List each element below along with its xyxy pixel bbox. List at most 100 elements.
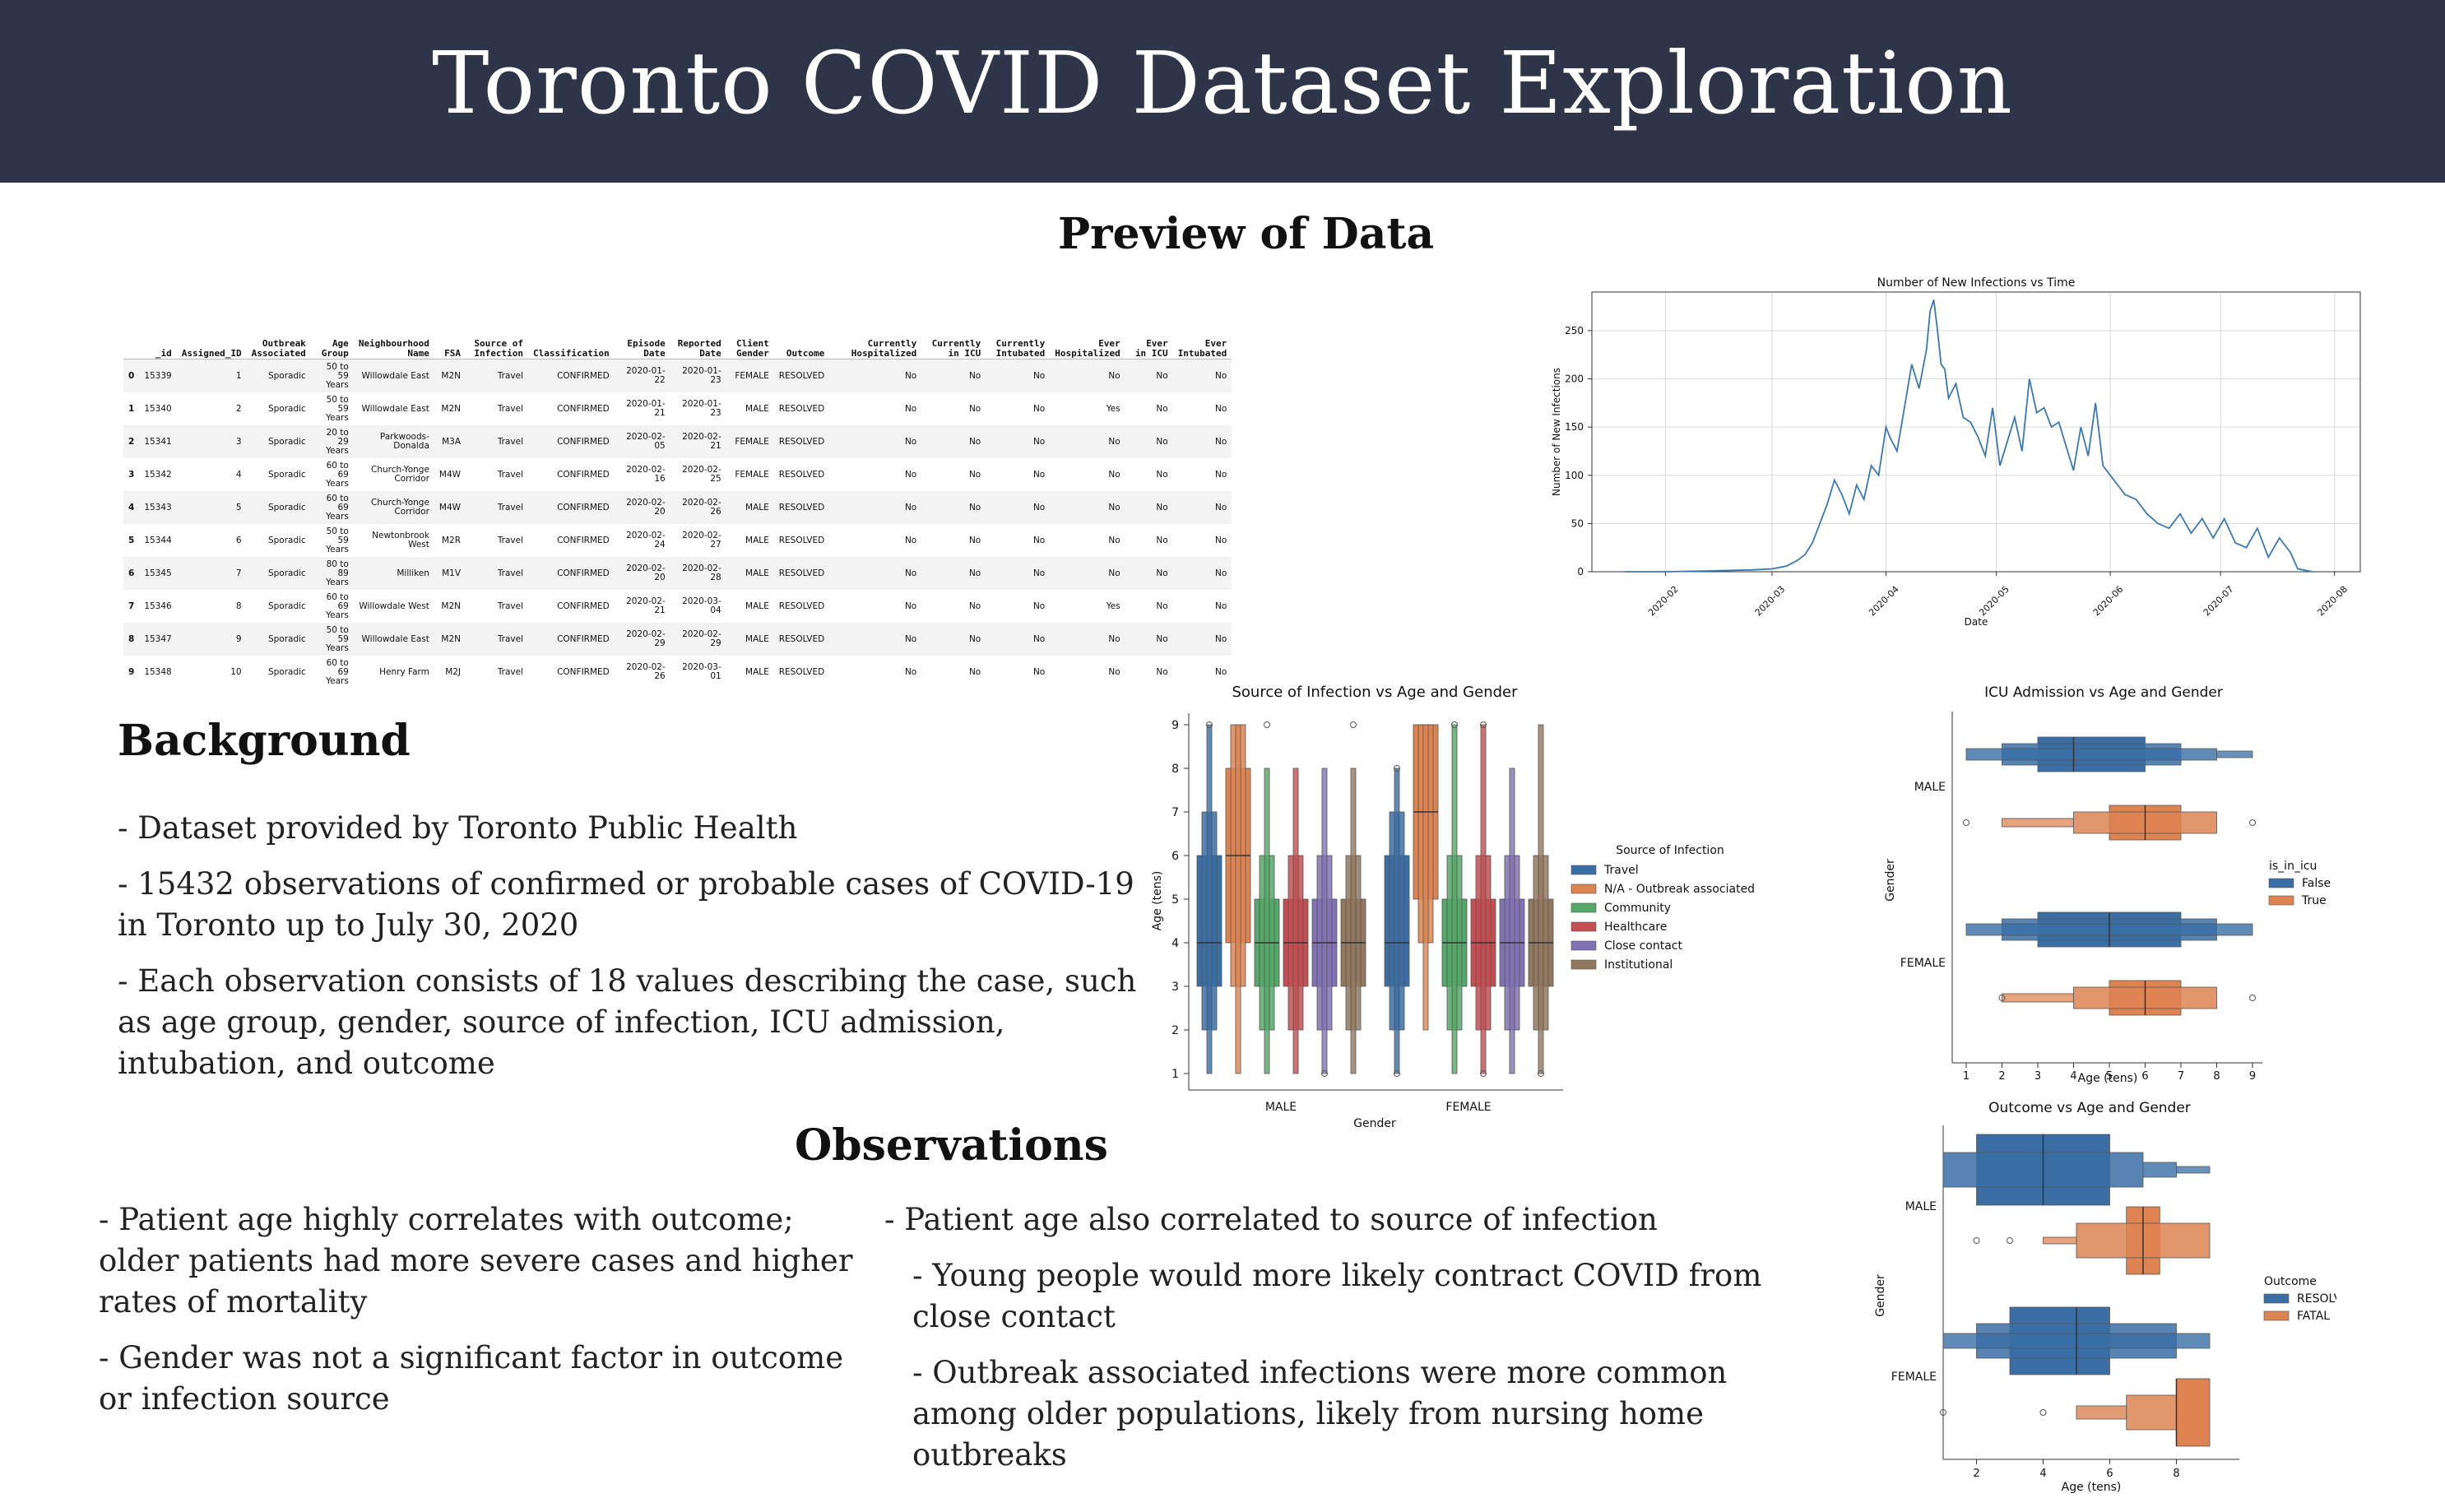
table-cell: RESOLVED xyxy=(778,535,825,545)
y-tick-label: 7 xyxy=(1171,806,1179,819)
table-body: 0 15339 1 Sporadic 50 to 59 Years Willowdale … xyxy=(123,359,1232,689)
table-cell: No xyxy=(904,403,917,414)
table-cell: No xyxy=(1108,502,1120,513)
table-cell: 60 to 69 Years xyxy=(326,591,349,620)
table-cell: M2N xyxy=(441,403,462,414)
boxen-false-female xyxy=(1965,911,2253,948)
table-cell: 15343 xyxy=(144,502,172,513)
table-row: 5 15344 6 Sporadic 50 to 59 Years Newtonbrook… xyxy=(123,524,1232,557)
table-cell: 3 xyxy=(128,469,135,480)
observation-item: - Gender was not a significant factor in… xyxy=(99,1340,844,1417)
column-header: Source of Infection xyxy=(466,303,529,359)
y-tick-label: MALE xyxy=(1905,1200,1937,1213)
chart-title: Outcome vs Age and Gender xyxy=(1988,1100,2191,1116)
table-cell: No xyxy=(1108,436,1120,447)
legend-label: N/A - Outbreak associated xyxy=(1604,883,1755,896)
table-cell: Sporadic xyxy=(267,535,306,545)
table-cell: CONFIRMED xyxy=(557,469,610,480)
table-cell: Sporadic xyxy=(267,469,306,480)
outlier-point xyxy=(1264,721,1270,728)
x-tick-label: 7 xyxy=(2178,1070,2184,1083)
table-cell: No xyxy=(968,469,981,480)
legend-swatch xyxy=(1570,884,1597,894)
table-cell: No xyxy=(1156,436,1168,447)
table-cell: No xyxy=(1215,535,1227,545)
boxen-box xyxy=(2002,818,2074,828)
table-cell: No xyxy=(968,601,981,611)
boxen-box xyxy=(1292,768,1299,1074)
table-cell: No xyxy=(1156,469,1168,480)
preview-title: Preview of Data xyxy=(1058,209,1435,259)
table-cell: 2020-03-01 xyxy=(682,662,721,681)
boxen-community xyxy=(1441,721,1468,1074)
table-cell: MALE xyxy=(745,568,769,578)
table-cell: No xyxy=(1032,666,1046,677)
outlier-point xyxy=(2249,995,2256,1001)
column-header: FSA xyxy=(434,303,466,359)
table-cell: No xyxy=(1108,633,1120,644)
table-cell: Travel xyxy=(497,568,524,578)
boxen-box xyxy=(1509,768,1515,1074)
table-cell: 2020-02-28 xyxy=(682,564,721,582)
table-cell: Sporadic xyxy=(267,666,306,677)
boxen-healthcare xyxy=(1470,721,1496,1077)
x-tick-label: 1 xyxy=(1963,1070,1969,1083)
table-row: 1 15340 2 Sporadic 50 to 59 Years Willowdale … xyxy=(123,392,1232,425)
column-header: Currently Intubated xyxy=(986,303,1051,359)
legend-swatch xyxy=(2268,878,2294,888)
column-header xyxy=(123,303,140,359)
table-cell: Travel xyxy=(497,502,524,513)
y-tick-label: 6 xyxy=(1171,850,1179,863)
table-cell: 4 xyxy=(235,469,242,480)
boxen-box xyxy=(2002,993,2074,1003)
column-header: _id xyxy=(139,303,177,359)
table-cell: 50 to 59 Years xyxy=(326,361,349,390)
table-cell: No xyxy=(1215,436,1227,447)
x-axis-label: Date xyxy=(1965,616,1988,628)
x-tick-label: 4 xyxy=(2039,1468,2046,1480)
legend-title: Outcome xyxy=(2264,1275,2317,1288)
table-cell: 15341 xyxy=(144,436,172,447)
table-cell: Sporadic xyxy=(267,370,306,381)
table-cell: No xyxy=(904,469,917,480)
table-cell: 2020-02-16 xyxy=(626,465,666,484)
table-cell: 2020-01-22 xyxy=(626,366,666,385)
table-cell: 2 xyxy=(235,403,242,414)
table-cell: Sporadic xyxy=(267,403,306,414)
observation-subitem: - Young people would more likely contrac… xyxy=(912,1258,1762,1334)
legend-label: Travel xyxy=(1603,864,1639,877)
table-row: 7 15346 8 Sporadic 60 to 69 Years Willowdale … xyxy=(123,590,1232,623)
column-header: Currently in ICU xyxy=(921,303,986,359)
x-tick-label: 8 xyxy=(2173,1468,2179,1480)
table-cell: No xyxy=(968,568,981,578)
table-cell: Sporadic xyxy=(267,568,306,578)
boxen-institutional xyxy=(1528,724,1554,1077)
legend-swatch xyxy=(1570,940,1597,951)
boxen-community xyxy=(1254,721,1280,1074)
table-header-row: _id Assigned_ID Outbreak Associated Age Gro… xyxy=(123,303,1232,359)
table-cell: 2020-02-20 xyxy=(626,564,666,582)
table-cell: CONFIRMED xyxy=(557,370,610,381)
table-cell: CONFIRMED xyxy=(557,535,610,545)
table-row: 6 15345 7 Sporadic 80 to 89 Years Milliken M1V… xyxy=(123,557,1232,590)
boxen-n-a-outbreak-associated xyxy=(1225,724,1251,1074)
table-cell: RESOLVED xyxy=(778,601,825,611)
column-header: Assigned_ID xyxy=(176,303,247,359)
boxen-box xyxy=(2076,1405,2127,1420)
outlier-point xyxy=(1206,721,1213,728)
table-cell: RESOLVED xyxy=(778,469,825,480)
table-cell: M2J xyxy=(445,666,462,677)
table-cell: No xyxy=(1032,502,1046,513)
chart-title: Source of Infection vs Age and Gender xyxy=(1232,684,1518,701)
column-header: Reported Date xyxy=(670,303,726,359)
table-cell: Newtonbrook West xyxy=(372,531,429,550)
table-row: 9 15348 10 Sporadic 60 to 69 Years Henry Farm… xyxy=(123,656,1232,689)
table-cell: 80 to 89 Years xyxy=(326,559,349,587)
table-cell: No xyxy=(1156,403,1168,414)
table-cell: MALE xyxy=(745,601,769,611)
table-cell: 2020-02-27 xyxy=(682,531,721,550)
table-cell: 2020-01-21 xyxy=(626,399,666,418)
table-cell: No xyxy=(1108,370,1120,381)
boxen-true-male xyxy=(1963,805,2256,841)
table-cell: No xyxy=(1156,502,1168,513)
